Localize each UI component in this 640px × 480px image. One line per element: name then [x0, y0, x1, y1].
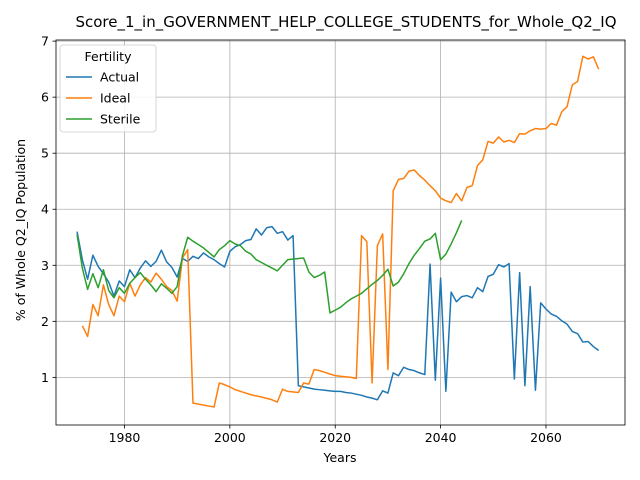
plot-area: 1980 2000 2020 2040 2060 1 2 3 4 5 6 7 Fertility Actu… — [41, 34, 626, 445]
x-axis-label: Years — [323, 450, 357, 465]
x-tick-label: 2060 — [530, 430, 562, 445]
axes-frame — [55, 39, 626, 426]
legend-label-actual: Actual — [100, 70, 139, 85]
series-line-ideal — [81, 55, 600, 408]
y-tick-label: 7 — [41, 34, 49, 49]
series-line-sterile — [76, 220, 463, 314]
y-tick-label: 5 — [41, 146, 49, 161]
x-tick-label: 2020 — [319, 430, 351, 445]
legend-label-sterile: Sterile — [100, 112, 141, 127]
x-tick-label: 2040 — [425, 430, 457, 445]
legend-title: Fertility — [85, 49, 133, 64]
x-tick-label: 2000 — [214, 430, 246, 445]
x-tick-label: 1980 — [109, 430, 141, 445]
y-axis-label: % of Whole Q2_IQ Population — [13, 139, 28, 321]
y-tick-label: 4 — [41, 202, 49, 217]
y-tick-label: 3 — [41, 258, 49, 273]
chart-title: Score_1_in_GOVERNMENT_HELP_COLLEGE_STUDE… — [75, 13, 616, 32]
y-tick-label: 6 — [41, 90, 49, 105]
legend-box — [59, 44, 157, 133]
series-line-actual — [76, 225, 600, 401]
legend-label-ideal: Ideal — [100, 91, 130, 106]
y-tick-label: 1 — [41, 370, 49, 385]
y-tick-label: 2 — [41, 314, 49, 329]
